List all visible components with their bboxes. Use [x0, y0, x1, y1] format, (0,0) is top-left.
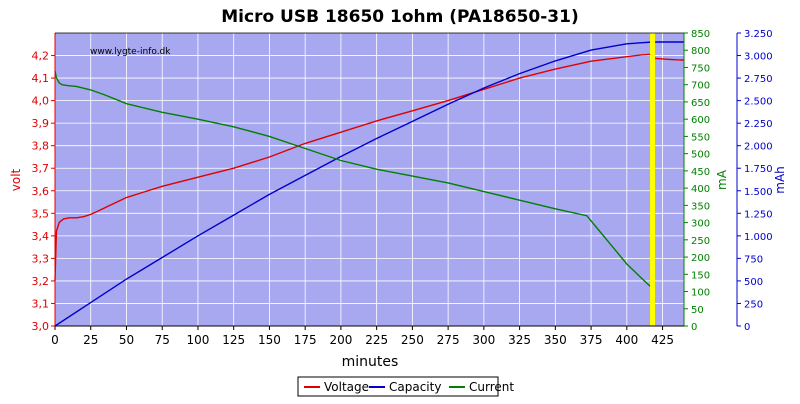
- x-tick-label: 400: [615, 333, 638, 347]
- x-tick-label: 275: [437, 333, 460, 347]
- right-tick-label-mah: 2.750: [744, 74, 773, 85]
- right-tick-label-ma: 0: [691, 322, 697, 333]
- right-tick-label-mah: 3.250: [744, 29, 773, 40]
- right-tick-label-ma: 300: [691, 219, 710, 230]
- left-tick-label: 4,2: [32, 50, 50, 63]
- x-tick-label: 50: [119, 333, 134, 347]
- x-tick-label: 300: [472, 333, 495, 347]
- x-axis-label: minutes: [342, 354, 399, 370]
- left-tick-label: 3,6: [32, 185, 50, 198]
- right-tick-label-mah: 1.250: [744, 209, 773, 220]
- x-tick-label: 200: [329, 333, 352, 347]
- right-tick-label-ma: 400: [691, 184, 710, 195]
- left-tick-label: 3,0: [32, 320, 50, 333]
- right-tick-label-mah: 250: [744, 299, 763, 310]
- left-axis-label: volt: [9, 168, 23, 191]
- right-tick-label-mah: 2.500: [744, 97, 773, 108]
- right-tick-label-ma: 600: [691, 115, 710, 126]
- left-tick-label: 3,5: [32, 207, 50, 220]
- right-tick-label-mah: 1.750: [744, 164, 773, 175]
- x-tick-label: 325: [508, 333, 531, 347]
- x-tick-label: 375: [580, 333, 603, 347]
- left-tick-label: 3,8: [32, 140, 50, 153]
- right-tick-label-ma: 750: [691, 63, 710, 74]
- x-tick-label: 175: [294, 333, 317, 347]
- x-tick-label: 25: [83, 333, 98, 347]
- right-axis-label-ma: mA: [715, 169, 729, 190]
- right-tick-label-ma: 350: [691, 201, 710, 212]
- left-tick-label: 4,0: [32, 95, 50, 108]
- series-layer: [54, 33, 685, 327]
- legend-box: [297, 376, 499, 397]
- axes-layer: 0 25 50 75 100 125 150 175 200 225 250 275 300 325 350…: [32, 29, 773, 347]
- left-tick-label: 3,9: [32, 117, 50, 130]
- right-tick-label-ma: 500: [691, 150, 710, 161]
- right-tick-label-ma: 450: [691, 167, 710, 178]
- right-tick-label-mah: 1.500: [744, 187, 773, 198]
- x-tick-label: 250: [401, 333, 424, 347]
- left-tick-label: 3,3: [32, 252, 50, 265]
- right-tick-label-mah: 2.000: [744, 142, 773, 153]
- chart-title: Micro USB 18650 1ohm (PA18650-31): [221, 7, 578, 27]
- x-tick-label: 350: [544, 333, 567, 347]
- right-tick-label-ma: 650: [691, 98, 710, 109]
- right-tick-label-mah: 750: [744, 254, 763, 265]
- grid-lines: [54, 33, 684, 327]
- x-tick-label: 150: [258, 333, 281, 347]
- x-tick-label: 425: [651, 333, 674, 347]
- x-tick-label: 100: [187, 333, 210, 347]
- right-tick-label-mah: 3.000: [744, 52, 773, 63]
- left-tick-label: 3,1: [32, 297, 50, 310]
- right-tick-label-ma: 700: [691, 81, 710, 92]
- series-line-capacity: [54, 41, 684, 327]
- legend-label-voltage: Voltage: [324, 380, 369, 394]
- right-tick-label-mah: 500: [744, 277, 763, 288]
- left-tick-label: 3,2: [32, 275, 50, 288]
- left-tick-label: 3,4: [32, 230, 50, 243]
- right-tick-label-mah: 1.000: [744, 232, 773, 243]
- series-line-current: [54, 70, 653, 289]
- right-axis-label-mah: mAh: [773, 166, 787, 194]
- legend-label-current: Current: [469, 380, 514, 394]
- right-tick-label-ma: 200: [691, 253, 710, 264]
- right-tick-label-mah: 2.250: [744, 119, 773, 130]
- left-tick-label: 4,1: [32, 72, 50, 85]
- x-tick-label: 75: [155, 333, 170, 347]
- plot-area: [55, 33, 684, 326]
- right-tick-label-ma: 550: [691, 132, 710, 143]
- right-tick-label-mah: 0: [744, 322, 750, 333]
- left-tick-label: 3,7: [32, 162, 50, 175]
- right-tick-label-ma: 50: [691, 305, 704, 316]
- legend: Voltage Capacity Current: [297, 376, 514, 397]
- right-tick-label-ma: 800: [691, 46, 710, 57]
- legend-label-capacity: Capacity: [389, 380, 441, 394]
- right-tick-label-ma: 100: [691, 288, 710, 299]
- watermark: www.lygte-info.dk: [90, 47, 171, 57]
- x-tick-label: 0: [51, 333, 59, 347]
- x-tick-label: 225: [365, 333, 388, 347]
- right-tick-label-ma: 850: [691, 29, 710, 40]
- right-tick-label-ma: 250: [691, 236, 710, 247]
- x-tick-label: 125: [222, 333, 245, 347]
- right-tick-label-ma: 150: [691, 270, 710, 281]
